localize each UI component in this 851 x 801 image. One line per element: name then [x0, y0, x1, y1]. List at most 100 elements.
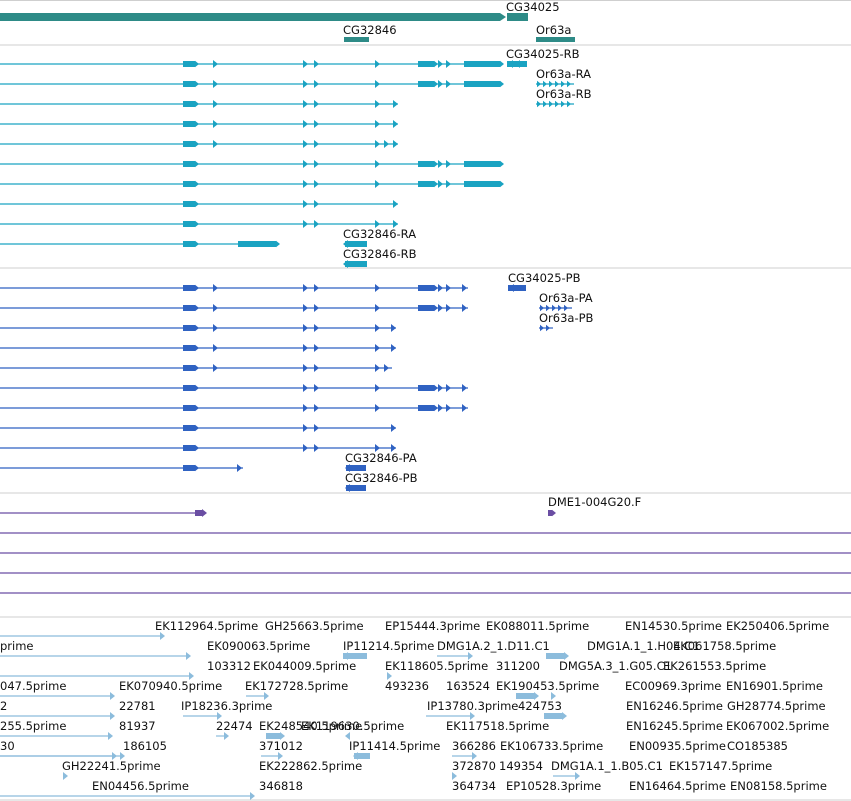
est-label[interactable]: 366286: [452, 739, 496, 753]
exon-block[interactable]: [183, 161, 195, 167]
exon-block[interactable]: [464, 61, 500, 67]
gene-label-cg32846[interactable]: CG32846: [343, 23, 397, 37]
transcript-label-or63a-ra[interactable]: Or63a-RA: [536, 67, 591, 81]
est-label[interactable]: EK044009.5prime: [253, 659, 356, 673]
exon-block[interactable]: [418, 161, 434, 167]
est-label[interactable]: IP11414.5prime: [349, 739, 440, 753]
est-label[interactable]: EN16901.5prime: [726, 679, 823, 693]
est-label[interactable]: EP10528.3prime: [506, 779, 601, 793]
exon-block[interactable]: [183, 285, 195, 291]
est-label[interactable]: EN14530.5prime: [625, 619, 722, 633]
est-label[interactable]: EK061758.5prime: [673, 639, 776, 653]
exon-block[interactable]: [183, 425, 195, 431]
exon-block[interactable]: [195, 510, 202, 516]
est-label[interactable]: IP18236.3prime: [181, 699, 272, 713]
protein-label-cg32846-pb[interactable]: CG32846-PB: [345, 471, 418, 485]
exon-block[interactable]: [418, 385, 434, 391]
est-label[interactable]: EK090063.5prime: [207, 639, 310, 653]
est-label[interactable]: 346818: [259, 779, 303, 793]
exon-block[interactable]: [343, 653, 367, 659]
exon-block[interactable]: [418, 181, 434, 187]
est-label[interactable]: 047.5prime: [0, 679, 66, 693]
exon-block[interactable]: [183, 61, 195, 67]
est-label[interactable]: EK119630.5prime: [301, 719, 404, 733]
exon-block[interactable]: [345, 241, 367, 247]
est-label[interactable]: 22781: [119, 699, 156, 713]
transcript-label-cg34025-rb[interactable]: CG34025-RB: [506, 47, 580, 61]
exon-block[interactable]: [183, 121, 195, 127]
est-label[interactable]: EC00969.3prime: [625, 679, 721, 693]
est-label[interactable]: EK118605.5prime: [385, 659, 488, 673]
exon-block[interactable]: [183, 181, 195, 187]
exon-block[interactable]: [546, 653, 564, 659]
est-label[interactable]: EN04456.5prime: [92, 779, 189, 793]
exon-block[interactable]: [183, 221, 195, 227]
exon-block[interactable]: [183, 445, 195, 451]
gene-feature[interactable]: [344, 37, 369, 42]
exon-block[interactable]: [183, 305, 195, 311]
est-label[interactable]: 311200: [496, 659, 540, 673]
exon-block[interactable]: [516, 693, 534, 699]
exon-block[interactable]: [418, 305, 434, 311]
est-label[interactable]: EN16245.5prime: [626, 719, 723, 733]
est-label[interactable]: 364734: [452, 779, 496, 793]
exon-block[interactable]: [464, 181, 500, 187]
exon-block[interactable]: [354, 753, 370, 759]
gene-feature[interactable]: [507, 13, 528, 21]
est-label[interactable]: EK172728.5prime: [245, 679, 348, 693]
est-label[interactable]: EK248540.5prime: [259, 719, 362, 733]
est-label[interactable]: 22474: [216, 719, 253, 733]
est-label[interactable]: EK222862.5prime: [259, 759, 362, 773]
exon-block[interactable]: [508, 285, 526, 291]
cdna-label-dme1-004g20-f[interactable]: DME1-004G20.F: [548, 495, 641, 509]
exon-block[interactable]: [544, 713, 562, 719]
protein-label-or63a-pb[interactable]: Or63a-PB: [539, 311, 594, 325]
exon-block[interactable]: [346, 465, 366, 471]
exon-block[interactable]: [418, 405, 434, 411]
exon-block[interactable]: [345, 261, 367, 267]
exon-block[interactable]: [183, 345, 195, 351]
est-label[interactable]: EK190453.5prime: [496, 679, 599, 693]
est-label[interactable]: DMG1A.2_1.D11.C1: [437, 639, 550, 653]
est-label[interactable]: EK157147.5prime: [669, 759, 772, 773]
est-label[interactable]: EK117518.5prime: [446, 719, 549, 733]
exon-block[interactable]: [183, 201, 195, 207]
est-label[interactable]: EK106733.5prime: [500, 739, 603, 753]
protein-label-or63a-pa[interactable]: Or63a-PA: [539, 291, 593, 305]
est-label[interactable]: EK261553.5prime: [663, 659, 766, 673]
exon-block[interactable]: [464, 81, 500, 87]
exon-block[interactable]: [183, 385, 195, 391]
est-label[interactable]: prime: [0, 639, 34, 653]
protein-label-cg34025-pb[interactable]: CG34025-PB: [508, 271, 581, 285]
exon-block[interactable]: [418, 61, 434, 67]
est-label[interactable]: EK070940.5prime: [119, 679, 222, 693]
exon-block[interactable]: [238, 241, 276, 247]
exon-block[interactable]: [346, 485, 366, 491]
est-label[interactable]: 372870: [452, 759, 496, 773]
est-label[interactable]: EK088011.5prime: [486, 619, 589, 633]
est-label[interactable]: 2: [0, 699, 7, 713]
est-label[interactable]: IP13780.3prime: [427, 699, 518, 713]
exon-block[interactable]: [183, 141, 195, 147]
exon-block[interactable]: [183, 465, 195, 471]
est-label[interactable]: 186105: [123, 739, 167, 753]
exon-block[interactable]: [183, 325, 195, 331]
est-label[interactable]: GH28774.5prime: [727, 699, 826, 713]
gene-label-or63a[interactable]: Or63a: [536, 23, 571, 37]
exon-block[interactable]: [548, 510, 552, 516]
transcript-label-cg32846-rb[interactable]: CG32846-RB: [343, 247, 417, 261]
est-label[interactable]: EK112964.5prime: [155, 619, 258, 633]
est-label[interactable]: DMG1A.1_1.B05.C1: [551, 759, 663, 773]
est-label[interactable]: EK067002.5prime: [726, 719, 829, 733]
est-label[interactable]: 149354: [499, 759, 543, 773]
est-label[interactable]: EN00935.5prime: [629, 739, 726, 753]
est-label[interactable]: EN16464.5prime: [629, 779, 726, 793]
est-label[interactable]: 103312: [207, 659, 251, 673]
exon-block[interactable]: [183, 101, 195, 107]
est-label[interactable]: CO185385: [727, 739, 788, 753]
exon-block[interactable]: [183, 365, 195, 371]
est-label[interactable]: 424753: [518, 699, 562, 713]
gene-label-cg34025[interactable]: CG34025: [506, 0, 560, 14]
est-label[interactable]: 163524: [446, 679, 490, 693]
est-label[interactable]: 255.5prime: [0, 719, 66, 733]
